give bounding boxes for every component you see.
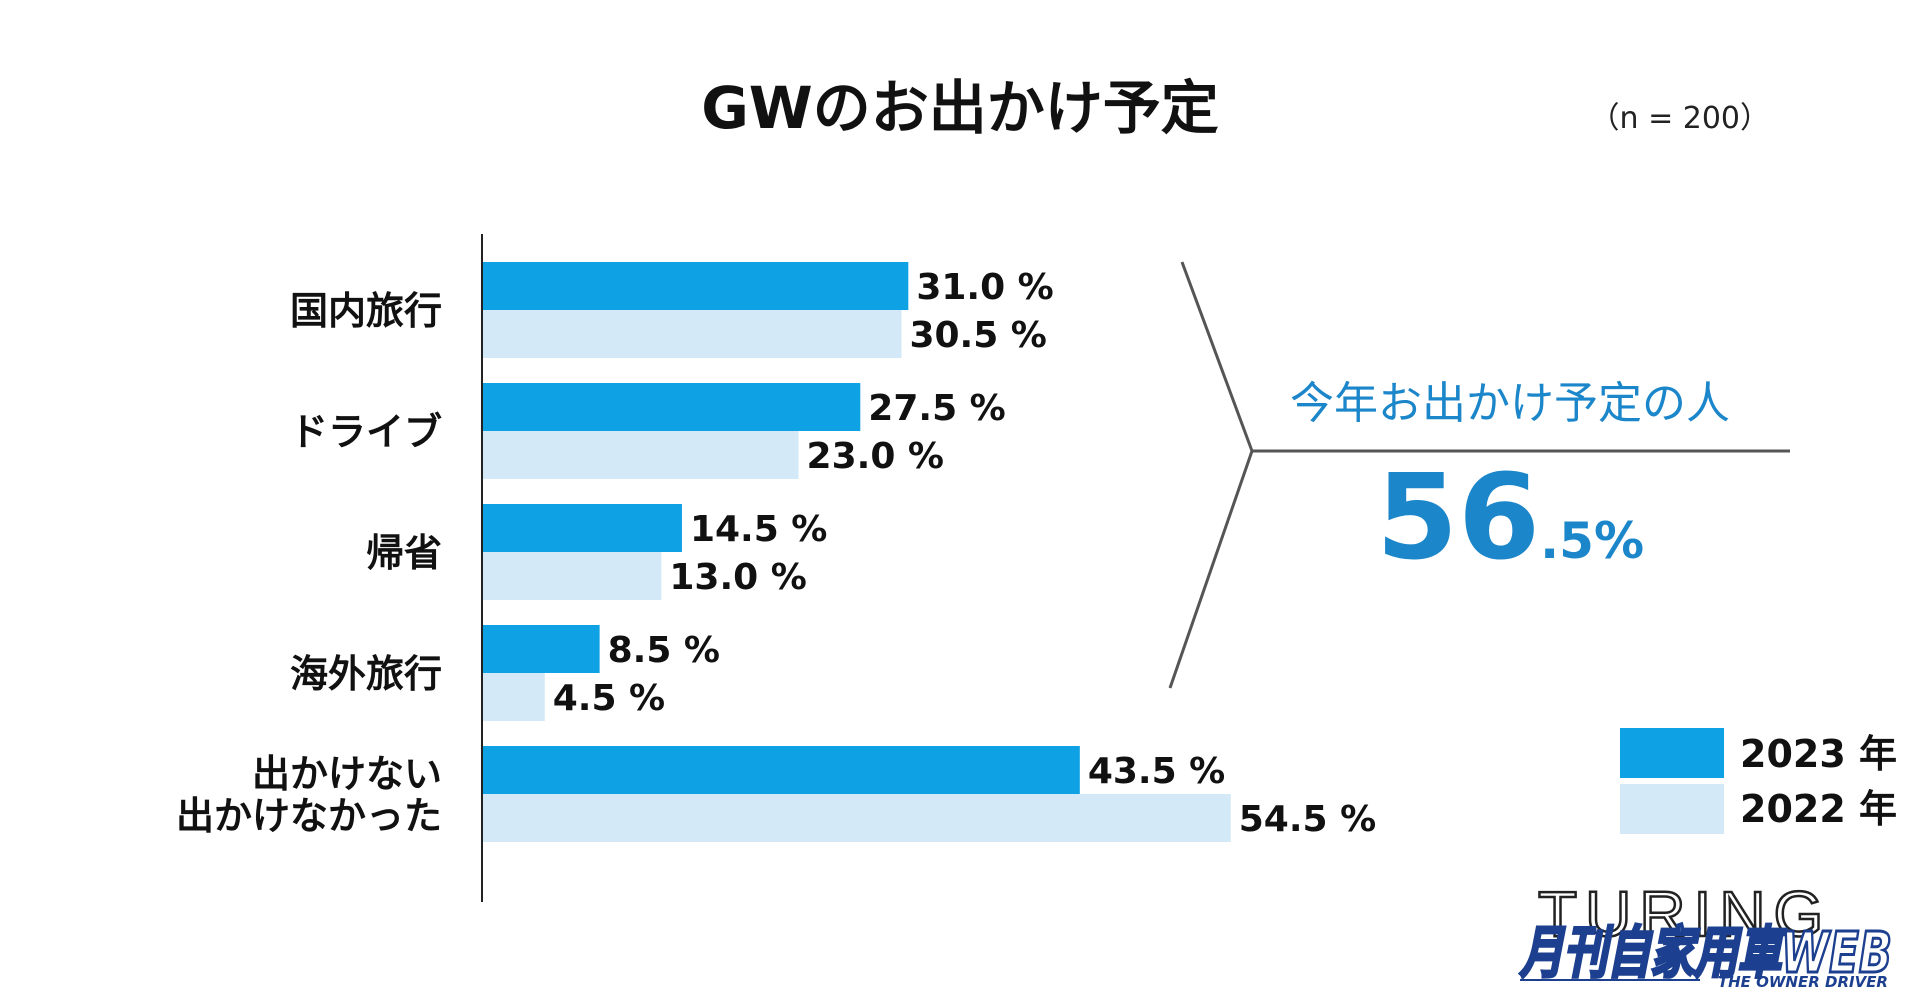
bar-2023 <box>483 625 600 673</box>
value-label: 43.5 % <box>1088 751 1225 792</box>
callout-value-decimal: .5% <box>1540 512 1644 570</box>
turing-logo: TURING 月刊自家用車WEB THE OWNER DRIVER <box>1518 877 1894 991</box>
value-label: 54.5 % <box>1239 799 1376 840</box>
bar-2022 <box>483 310 902 358</box>
bar-2022 <box>483 552 662 600</box>
logo-main-text: TURING <box>1538 878 1831 950</box>
callout-value: 56.5% <box>1376 448 1644 586</box>
value-label: 31.0 % <box>916 267 1053 308</box>
value-label: 27.5 % <box>868 388 1005 429</box>
category-label: 国内旅行 <box>290 289 442 333</box>
labels-layer: 国内旅行 31.0 % 30.5 % ドライブ 27.5 % 23.0 % 帰省 14.5 %… <box>176 267 1376 840</box>
value-label: 13.0 % <box>669 557 806 598</box>
bar-2022 <box>483 431 799 479</box>
legend-swatch-2022 <box>1620 784 1724 834</box>
category-label: ドライブ <box>290 410 442 454</box>
logo-jp-text: 月刊自家用車WEB <box>1519 921 1892 986</box>
bars-layer <box>483 262 1231 842</box>
value-label: 4.5 % <box>553 678 665 719</box>
bar-2023 <box>483 262 909 310</box>
bar-2023 <box>483 746 1080 794</box>
category-label: 海外旅行 <box>290 652 442 696</box>
legend-label-2023: 2023 年 <box>1740 732 1897 776</box>
sample-size-note: （n = 200） <box>1590 101 1770 136</box>
category-label: 帰省 <box>366 531 442 575</box>
chart-title: GWのお出かけ予定 <box>701 74 1219 142</box>
legend-swatch-2023 <box>1620 728 1724 778</box>
value-label: 14.5 % <box>690 509 827 550</box>
bar-2022 <box>483 673 545 721</box>
value-label: 8.5 % <box>608 630 720 671</box>
callout-bracket <box>1168 261 1254 689</box>
bar-2023 <box>483 383 861 431</box>
callout-label: 今年お出かけ予定の人 <box>1290 378 1730 429</box>
callout-value-main: 56 <box>1376 448 1540 586</box>
legend: 2023 年 2022 年 <box>1620 728 1897 834</box>
bar-2023 <box>483 504 682 552</box>
bar-2022 <box>483 794 1231 842</box>
value-label: 23.0 % <box>807 436 944 477</box>
logo-sub-text: THE OWNER DRIVER <box>1718 973 1888 991</box>
value-label: 30.5 % <box>909 315 1046 356</box>
category-label: 出かけない出かけなかった <box>176 752 442 838</box>
legend-label-2022: 2022 年 <box>1740 787 1897 831</box>
